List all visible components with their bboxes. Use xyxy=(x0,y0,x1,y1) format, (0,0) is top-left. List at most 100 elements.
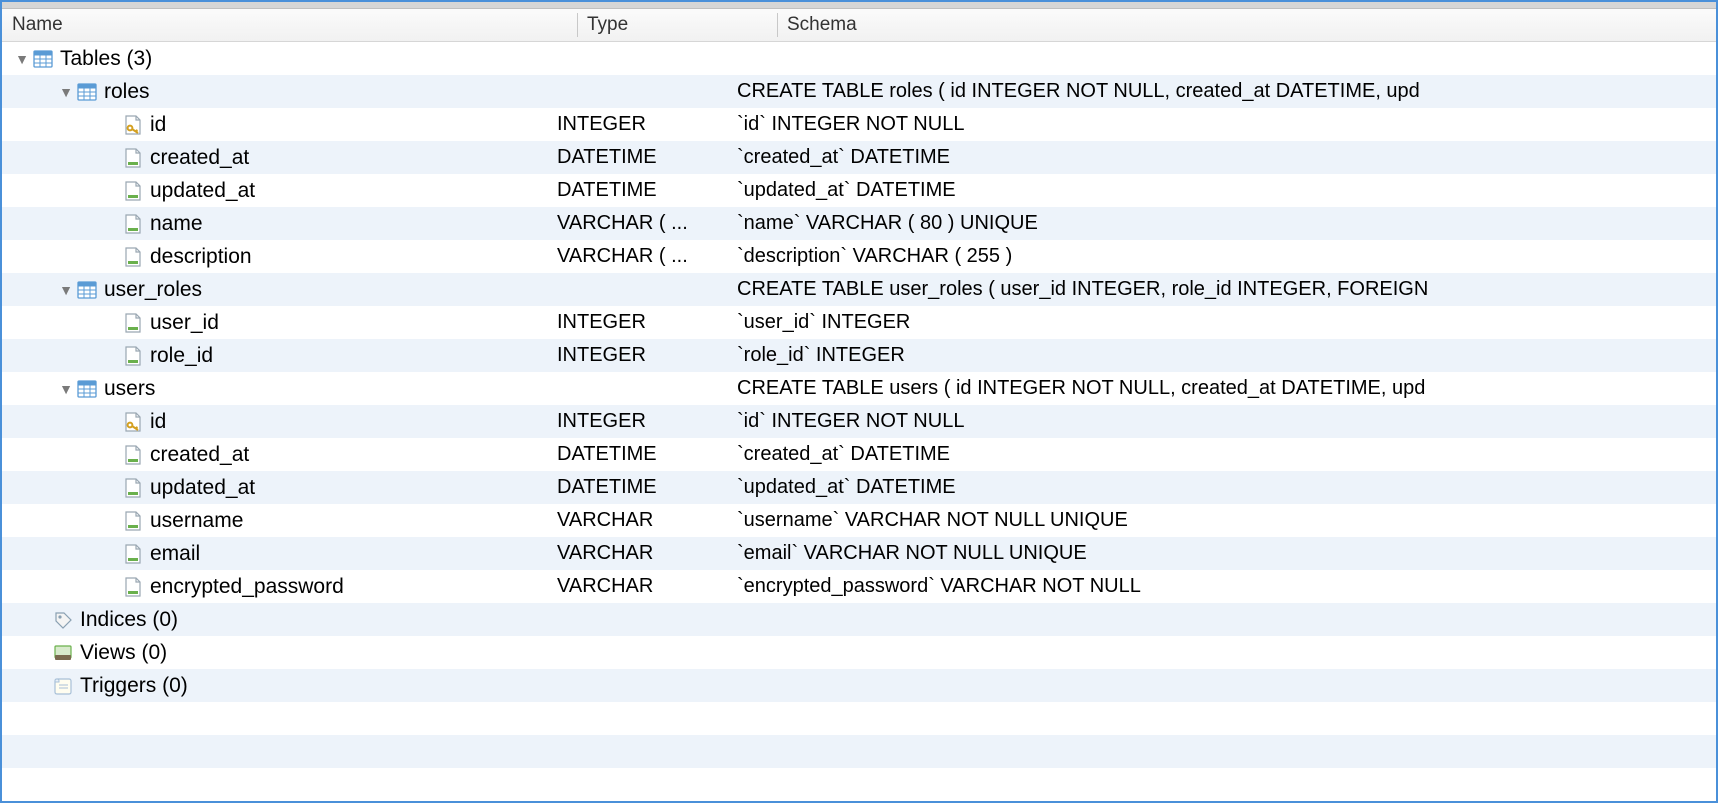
tree-node-column[interactable]: email VARCHAR `email` VARCHAR NOT NULL U… xyxy=(2,537,1716,570)
table-name: users xyxy=(104,377,155,401)
tables-label: Tables (3) xyxy=(60,47,152,71)
chevron-down-icon[interactable]: ▼ xyxy=(56,84,76,100)
column-type: INTEGER xyxy=(557,113,737,136)
tree-node-column[interactable]: username VARCHAR `username` VARCHAR NOT … xyxy=(2,504,1716,537)
tree-node-column[interactable]: created_at DATETIME `created_at` DATETIM… xyxy=(2,438,1716,471)
tree-node-column[interactable]: user_id INTEGER `user_id` INTEGER xyxy=(2,306,1716,339)
column-schema: `user_id` INTEGER xyxy=(737,311,1716,334)
tree-node-tables[interactable]: ▼ Tables (3) xyxy=(2,42,1716,75)
column-name: email xyxy=(150,542,200,566)
empty-row xyxy=(2,768,1716,801)
column-schema: `encrypted_password` VARCHAR NOT NULL xyxy=(737,575,1716,598)
column-name: user_id xyxy=(150,311,219,335)
empty-row xyxy=(2,702,1716,735)
chevron-down-icon[interactable]: ▼ xyxy=(56,282,76,298)
table-grid-icon xyxy=(76,378,98,400)
column-type: VARCHAR ( ... xyxy=(557,245,737,268)
table-schema: CREATE TABLE roles ( id INTEGER NOT NULL… xyxy=(737,80,1716,103)
tree-node-column[interactable]: id INTEGER `id` INTEGER NOT NULL xyxy=(2,405,1716,438)
tree-node-column[interactable]: updated_at DATETIME `updated_at` DATETIM… xyxy=(2,471,1716,504)
pk-column-page-icon xyxy=(122,411,144,433)
column-name: created_at xyxy=(150,146,249,170)
chevron-down-icon[interactable]: ▼ xyxy=(56,381,76,397)
column-name: id xyxy=(150,410,166,434)
column-type: VARCHAR ( ... xyxy=(557,212,737,235)
db-structure-panel: Name Type Schema ▼ Tables (3) ▼ xyxy=(0,0,1718,803)
column-schema: `created_at` DATETIME xyxy=(737,443,1716,466)
tree-node-column[interactable]: description VARCHAR ( ... `description` … xyxy=(2,240,1716,273)
table-schema: CREATE TABLE user_roles ( user_id INTEGE… xyxy=(737,278,1716,301)
column-header-name-label: Name xyxy=(12,14,63,36)
tree-node-column[interactable]: created_at DATETIME `created_at` DATETIM… xyxy=(2,141,1716,174)
tree-node-column[interactable]: name VARCHAR ( ... `name` VARCHAR ( 80 )… xyxy=(2,207,1716,240)
column-header-schema-label: Schema xyxy=(787,14,857,36)
column-type: VARCHAR xyxy=(557,575,737,598)
chevron-down-icon[interactable]: ▼ xyxy=(12,51,32,67)
column-page-icon xyxy=(122,543,144,565)
table-schema: CREATE TABLE users ( id INTEGER NOT NULL… xyxy=(737,377,1716,400)
indices-label: Indices (0) xyxy=(80,608,178,632)
column-page-icon xyxy=(122,477,144,499)
column-schema: `updated_at` DATETIME xyxy=(737,179,1716,202)
table-grid-icon xyxy=(76,279,98,301)
column-page-icon xyxy=(122,576,144,598)
column-header-row: Name Type Schema xyxy=(2,9,1716,42)
column-name: updated_at xyxy=(150,179,255,203)
tree-node-table-roles[interactable]: ▼ roles CREATE TABLE roles ( id INTEGER … xyxy=(2,75,1716,108)
trigger-scroll-icon xyxy=(52,675,74,697)
views-label: Views (0) xyxy=(80,641,167,665)
column-schema: `name` VARCHAR ( 80 ) UNIQUE xyxy=(737,212,1716,235)
column-schema: `description` VARCHAR ( 255 ) xyxy=(737,245,1716,268)
view-icon xyxy=(52,642,74,664)
column-type: VARCHAR xyxy=(557,509,737,532)
column-name: username xyxy=(150,509,243,533)
column-page-icon xyxy=(122,444,144,466)
tree-node-table-user-roles[interactable]: ▼ user_roles CREATE TABLE user_roles ( u… xyxy=(2,273,1716,306)
column-name: updated_at xyxy=(150,476,255,500)
column-schema: `id` INTEGER NOT NULL xyxy=(737,410,1716,433)
column-page-icon xyxy=(122,510,144,532)
column-name: name xyxy=(150,212,203,236)
column-type: INTEGER xyxy=(557,311,737,334)
column-type: DATETIME xyxy=(557,179,737,202)
pk-column-page-icon xyxy=(122,114,144,136)
column-page-icon xyxy=(122,147,144,169)
column-type: DATETIME xyxy=(557,146,737,169)
tree-node-column[interactable]: updated_at DATETIME `updated_at` DATETIM… xyxy=(2,174,1716,207)
panel-top-border xyxy=(2,2,1716,9)
column-header-schema[interactable]: Schema xyxy=(777,9,1716,41)
column-page-icon xyxy=(122,180,144,202)
table-grid-icon xyxy=(32,48,54,70)
tree-node-triggers[interactable]: Triggers (0) xyxy=(2,669,1716,702)
tree-node-indices[interactable]: Indices (0) xyxy=(2,603,1716,636)
tree-node-column[interactable]: id INTEGER `id` INTEGER NOT NULL xyxy=(2,108,1716,141)
column-page-icon xyxy=(122,213,144,235)
column-schema: `role_id` INTEGER xyxy=(737,344,1716,367)
column-name: encrypted_password xyxy=(150,575,344,599)
column-schema: `id` INTEGER NOT NULL xyxy=(737,113,1716,136)
column-type: INTEGER xyxy=(557,344,737,367)
column-page-icon xyxy=(122,246,144,268)
triggers-label: Triggers (0) xyxy=(80,674,188,698)
column-schema: `updated_at` DATETIME xyxy=(737,476,1716,499)
column-header-type[interactable]: Type xyxy=(577,9,777,41)
column-schema: `username` VARCHAR NOT NULL UNIQUE xyxy=(737,509,1716,532)
column-header-name[interactable]: Name xyxy=(2,9,577,41)
column-type: DATETIME xyxy=(557,476,737,499)
column-schema: `created_at` DATETIME xyxy=(737,146,1716,169)
column-type: INTEGER xyxy=(557,410,737,433)
empty-row xyxy=(2,735,1716,768)
column-type: VARCHAR xyxy=(557,542,737,565)
tree-rows: ▼ Tables (3) ▼ roles CREATE TABLE roles … xyxy=(2,42,1716,801)
tree-node-views[interactable]: Views (0) xyxy=(2,636,1716,669)
index-tag-icon xyxy=(52,609,74,631)
column-name: id xyxy=(150,113,166,137)
column-name: description xyxy=(150,245,252,269)
column-name: role_id xyxy=(150,344,213,368)
tree-node-column[interactable]: role_id INTEGER `role_id` INTEGER xyxy=(2,339,1716,372)
table-name: roles xyxy=(104,80,150,104)
tree-node-column[interactable]: encrypted_password VARCHAR `encrypted_pa… xyxy=(2,570,1716,603)
table-name: user_roles xyxy=(104,278,202,302)
column-header-type-label: Type xyxy=(587,14,628,36)
tree-node-table-users[interactable]: ▼ users CREATE TABLE users ( id INTEGER … xyxy=(2,372,1716,405)
